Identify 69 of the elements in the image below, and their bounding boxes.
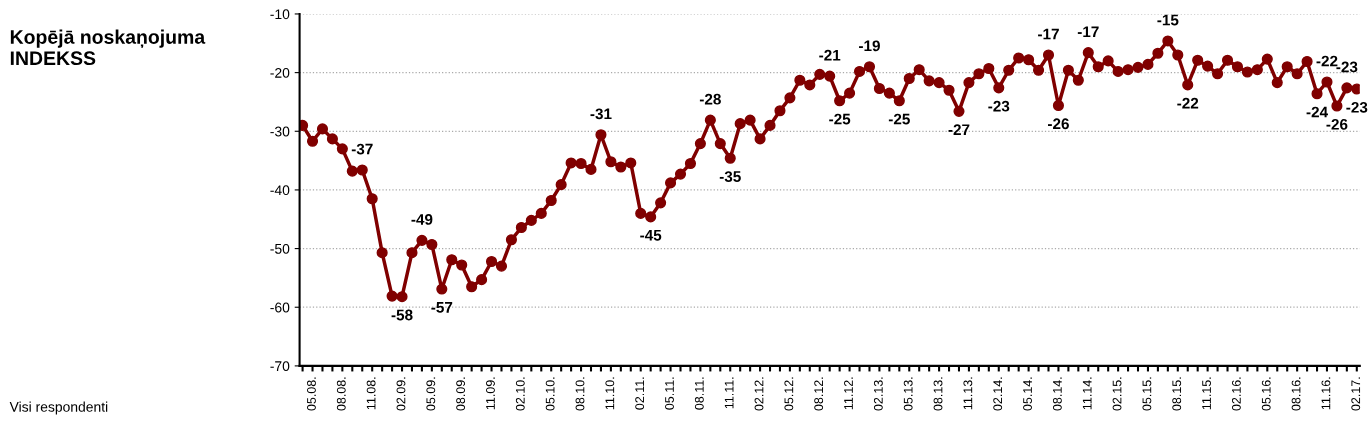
data-label: -27 bbox=[948, 124, 970, 135]
x-tick-label: 11.14. bbox=[1082, 377, 1092, 410]
data-label: -37 bbox=[351, 143, 373, 155]
data-label: -15 bbox=[1157, 14, 1179, 26]
x-tick-label: 05.12. bbox=[784, 377, 794, 411]
text: Visi respondenti bbox=[9, 401, 108, 415]
x-tick-label: 05.08. bbox=[307, 377, 316, 411]
x-tick-label: 02.09. bbox=[396, 377, 406, 411]
x-tick-label: 02.11. bbox=[635, 377, 645, 410]
x-tick-label: 11.13. bbox=[963, 377, 973, 410]
data-label: -23 bbox=[988, 100, 1010, 112]
x-tick-label: 05.13. bbox=[903, 377, 913, 411]
x-tick-label: 11.16. bbox=[1321, 377, 1331, 410]
x-tick-label: 08.16. bbox=[1291, 377, 1301, 411]
x-tick-label: 08.12. bbox=[814, 377, 824, 411]
x-tick-label: 08.09. bbox=[456, 377, 466, 411]
x-tick-label: 08.10. bbox=[575, 377, 585, 411]
x-tick-label: 05.16. bbox=[1261, 377, 1271, 411]
data-label: -21 bbox=[819, 49, 841, 61]
y-tick-label: -50 bbox=[270, 243, 290, 254]
data-label: -25 bbox=[829, 113, 851, 125]
x-tick-label: 11.08. bbox=[366, 377, 376, 410]
data-label: -58 bbox=[391, 309, 413, 321]
y-tick-label: -20 bbox=[270, 67, 290, 78]
x-tick-label: 02.13. bbox=[873, 377, 883, 411]
data-label: -17 bbox=[1077, 26, 1099, 37]
x-tick-label: 02.10. bbox=[515, 377, 525, 411]
y-tick-label: -30 bbox=[270, 126, 290, 137]
x-tick-label: 11.10. bbox=[605, 377, 615, 410]
data-label: -31 bbox=[590, 108, 612, 120]
data-label: -26 bbox=[1048, 118, 1069, 130]
x-tick-label: 11.09. bbox=[486, 377, 495, 410]
y-tick-label: -60 bbox=[270, 302, 290, 313]
x-tick-label: 05.10. bbox=[545, 377, 555, 411]
data-label: -45 bbox=[640, 229, 662, 241]
x-tick-label: 08.11. bbox=[694, 377, 704, 410]
data-label: -22 bbox=[1316, 55, 1338, 67]
x-tick-label: 08.13. bbox=[933, 377, 943, 411]
x-tick-label: 05.09. bbox=[426, 377, 436, 411]
x-tick-label: 08.08. bbox=[336, 377, 346, 411]
y-tick-label: -40 bbox=[270, 185, 290, 196]
x-tick-label: 02.15. bbox=[1112, 377, 1122, 411]
x-tick-label: 08.15. bbox=[1172, 377, 1182, 411]
x-tick-label: 11.11. bbox=[724, 377, 734, 409]
y-tick-label: -10 bbox=[270, 9, 290, 20]
data-label: -35 bbox=[719, 171, 741, 182]
x-tick-label: 05.14. bbox=[1023, 377, 1032, 411]
data-label: -23 bbox=[1346, 101, 1368, 113]
x-tick-label: 05.15. bbox=[1142, 377, 1152, 411]
x-tick-label: 02.16. bbox=[1231, 377, 1241, 411]
x-tick-label: 02.17. bbox=[1351, 377, 1361, 411]
data-label: -23 bbox=[1336, 61, 1358, 73]
data-label: -22 bbox=[1177, 97, 1199, 109]
data-label: -26 bbox=[1326, 118, 1348, 130]
data-label: -57 bbox=[431, 302, 453, 313]
data-label: -19 bbox=[859, 40, 880, 52]
data-label: -25 bbox=[888, 113, 910, 125]
x-tick-label: 08.14. bbox=[1052, 377, 1062, 411]
y-tick-label: -70 bbox=[270, 361, 290, 372]
text: Kopējā noskaņojuma INDEKSS bbox=[10, 29, 206, 66]
data-label: -49 bbox=[411, 214, 433, 225]
x-tick-label: 11.15. bbox=[1202, 377, 1211, 410]
data-label: -24 bbox=[1306, 106, 1328, 118]
x-tick-label: 05.11. bbox=[665, 377, 674, 410]
data-label: -28 bbox=[699, 93, 721, 105]
data-label: -17 bbox=[1038, 28, 1059, 40]
x-tick-label: 02.12. bbox=[754, 377, 764, 411]
x-tick-label: 02.14. bbox=[993, 377, 1003, 411]
x-tick-label: 11.12. bbox=[844, 377, 853, 410]
